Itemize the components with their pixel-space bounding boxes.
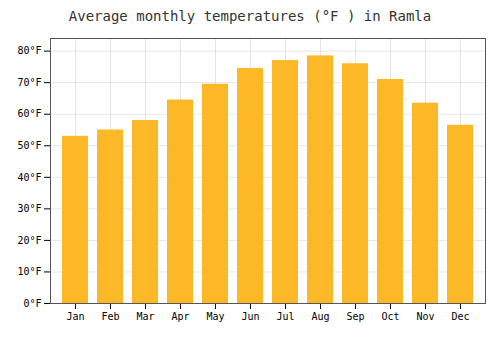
svg-text:Jan: Jan — [66, 311, 84, 322]
svg-text:50°F: 50°F — [17, 140, 41, 151]
svg-text:20°F: 20°F — [17, 235, 41, 246]
svg-text:Feb: Feb — [101, 311, 119, 322]
html-text:Average monthly temperatures (: Average monthly temperatures (°F ) in Ra… — [68, 8, 432, 24]
svg-text:Nov: Nov — [416, 311, 434, 322]
svg-text:Jun: Jun — [241, 311, 259, 322]
svg-text:Dec: Dec — [451, 311, 469, 322]
svg-text:0°F: 0°F — [23, 298, 41, 309]
svg-text:Aug: Aug — [311, 311, 329, 322]
svg-text:80°F: 80°F — [17, 45, 41, 56]
svg-text:Mar: Mar — [136, 311, 154, 322]
svg-text:May: May — [206, 311, 224, 322]
svg-text:10°F: 10°F — [17, 266, 41, 277]
svg-text:70°F: 70°F — [17, 77, 41, 88]
svg-text:Oct: Oct — [381, 311, 399, 322]
svg-text:60°F: 60°F — [17, 108, 41, 119]
svg-text:30°F: 30°F — [17, 203, 41, 214]
svg-text:Apr: Apr — [171, 311, 189, 322]
svg-text:Jul: Jul — [276, 311, 294, 322]
svg-text:40°F: 40°F — [17, 172, 41, 183]
svg-text:Sep: Sep — [346, 311, 364, 322]
